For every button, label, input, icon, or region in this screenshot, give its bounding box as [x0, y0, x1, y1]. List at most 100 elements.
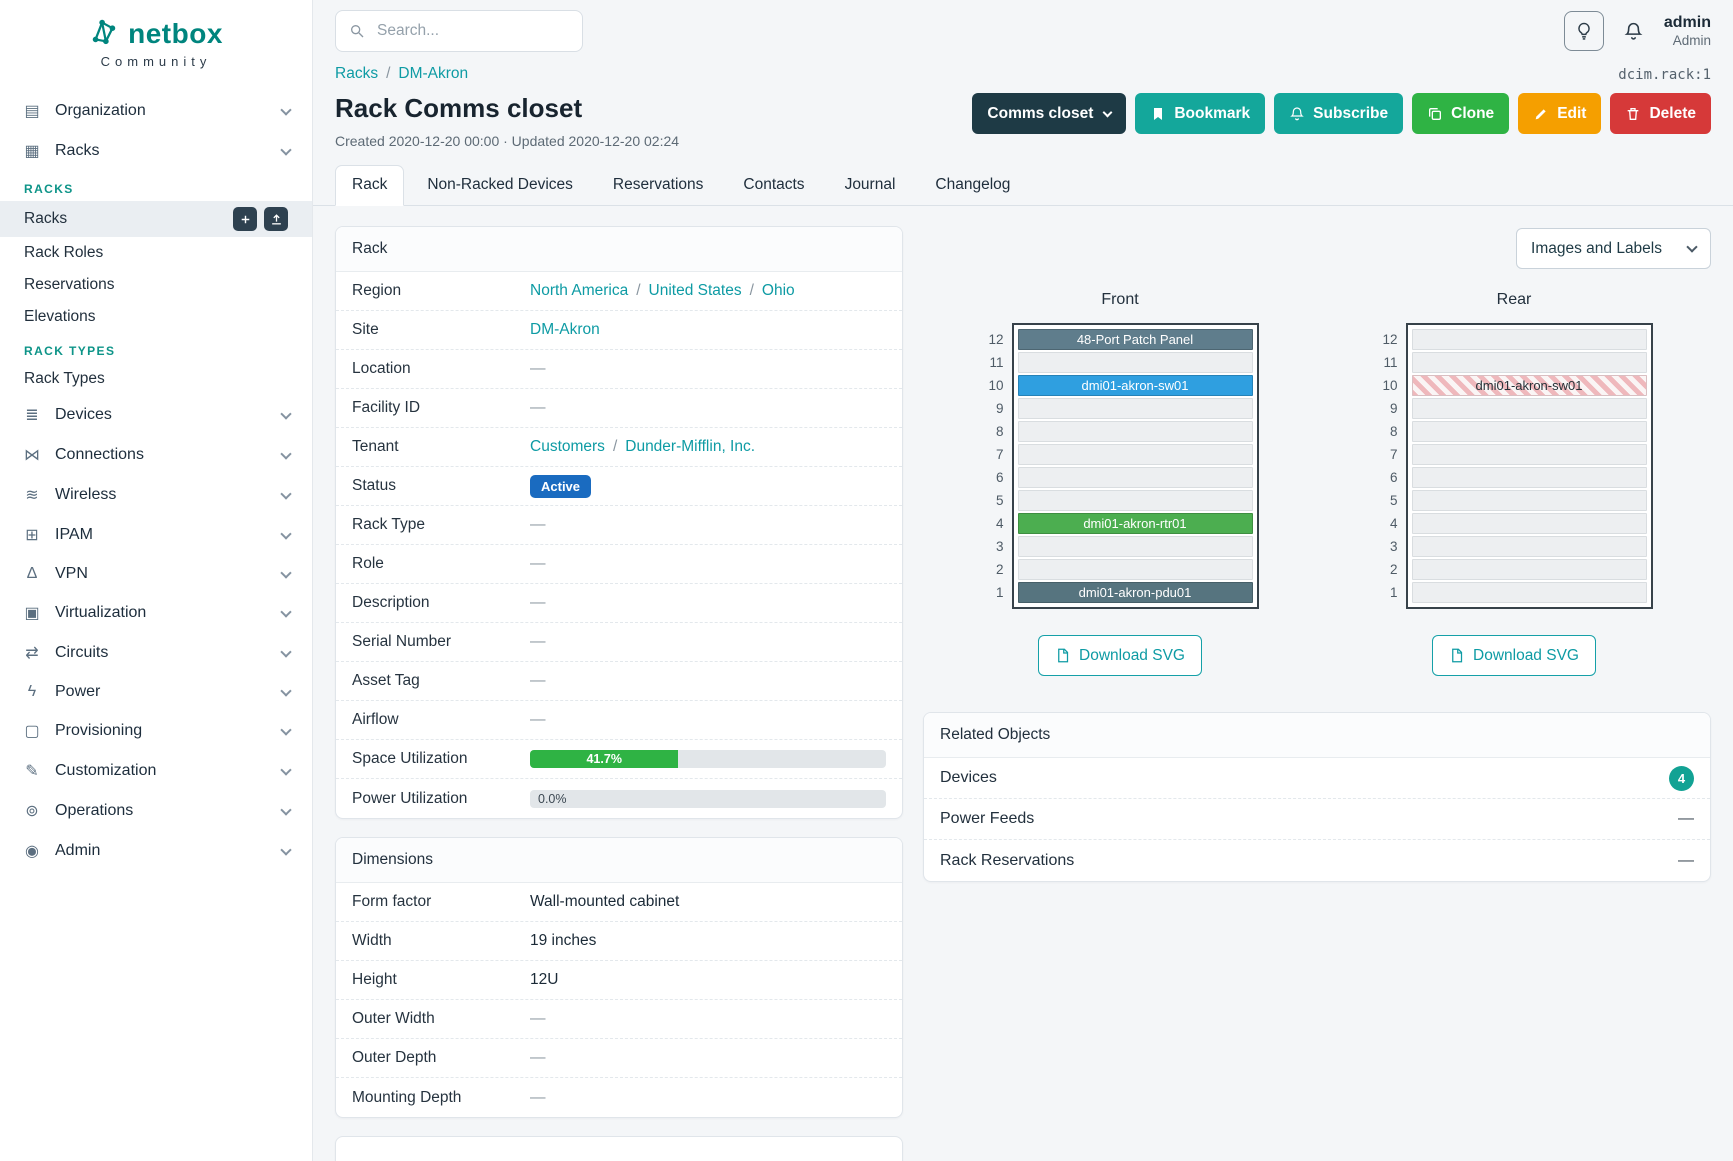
sidebar-item-label: VPN [55, 565, 88, 582]
tab-journal[interactable]: Journal [844, 176, 896, 193]
unit-number: 9 [995, 401, 1004, 416]
value-link-customers[interactable]: Customers [530, 438, 605, 455]
delete-button[interactable]: Delete [1610, 93, 1711, 134]
sidebar-item-organization[interactable]: ▤ Organization [12, 91, 300, 131]
related-object-label: Devices [940, 769, 997, 786]
comms-closet-button[interactable]: Comms closet [972, 93, 1127, 134]
breadcrumb-link-racks[interactable]: Racks [335, 65, 379, 82]
breadcrumb: Racks / DM-Akron [335, 65, 468, 83]
empty-unit [1017, 559, 1253, 580]
main: admin Admin Racks / DM-Akron dcim.rack:1 R… [313, 0, 1733, 1161]
value-link-dunder-mifflin-inc[interactable]: Dunder-Mifflin, Inc. [625, 438, 756, 455]
detail-row: Rack Type — [336, 506, 902, 545]
sidebar-subitem-rack-types[interactable]: Rack Types [12, 363, 300, 395]
sidebar-item-connections[interactable]: ⋈ Connections [12, 435, 300, 475]
device-dmi01-akron-rtr01[interactable]: dmi01-akron-rtr01 [1017, 513, 1253, 534]
admin-icon: ◉ [25, 843, 39, 860]
sidebar-subitem-rack-roles[interactable]: Rack Roles [12, 237, 300, 269]
breadcrumb-row: Racks / DM-Akron dcim.rack:1 [313, 52, 1733, 83]
detail-row: Region North America / United States / Ohio [336, 272, 902, 311]
tab-changelog[interactable]: Changelog [935, 176, 1011, 193]
page-title: Rack Comms closet [335, 93, 583, 123]
clone-button[interactable]: Clone [1412, 93, 1510, 134]
tab-contacts[interactable]: Contacts [743, 176, 805, 193]
sidebar-item-customization[interactable]: ✎ Customization [12, 751, 300, 791]
detail-row: Description — [336, 584, 902, 623]
sidebar-subitem-reservations[interactable]: Reservations [12, 269, 300, 301]
brand[interactable]: netbox Community [0, 0, 312, 77]
value-link-north-america[interactable]: North America [530, 282, 629, 299]
unit-number: 10 [988, 378, 1004, 393]
dimension-value: 19 inches [530, 932, 597, 949]
bell-icon [1289, 106, 1305, 122]
rear-download-svg-button[interactable]: Download SVG [1432, 635, 1596, 676]
brand-tagline: Community [100, 54, 212, 69]
tab-rack[interactable]: Rack [335, 165, 405, 206]
sidebar-item-vpn[interactable]: ∆ VPN [12, 555, 300, 593]
import-button[interactable] [264, 207, 288, 231]
page-header-text: Rack Comms closet Created 2020-12-20 00:… [335, 89, 679, 149]
sidebar-item-virtualization[interactable]: ▣ Virtualization [12, 593, 300, 633]
edit-button[interactable]: Edit [1518, 93, 1602, 134]
sidebar-item-racks[interactable]: ▦ Racks [12, 131, 300, 171]
add-button[interactable] [233, 207, 257, 231]
row-label: Role [352, 555, 384, 572]
detail-row: Airflow — [336, 701, 902, 740]
elevation-controls: Images and Labels [923, 226, 1711, 269]
search-icon [349, 23, 365, 39]
count-badge[interactable]: 4 [1669, 765, 1694, 791]
detail-row: Outer Width — [336, 1000, 902, 1039]
value-link-dm-akron[interactable]: DM-Akron [530, 321, 600, 338]
device-48-port-patch-panel[interactable]: 48-Port Patch Panel [1017, 329, 1253, 350]
sidebar-subitem-racks[interactable]: Racks [0, 201, 312, 237]
user-menu[interactable]: admin Admin [1664, 14, 1711, 49]
sidebar-item-label: Operations [55, 802, 134, 819]
sidebar-subitem-elevations[interactable]: Elevations [12, 301, 300, 333]
sidebar-subitem-label: Elevations [24, 308, 96, 325]
related-object-label: Power Feeds [940, 810, 1035, 827]
sidebar-item-admin[interactable]: ◉ Admin [12, 831, 300, 871]
empty-unit [1017, 490, 1253, 511]
topbar-right: admin Admin [1563, 11, 1711, 51]
tab-non-racked-devices[interactable]: Non-Racked Devices [427, 176, 573, 193]
empty-value: — [530, 360, 546, 377]
row-value: — [530, 399, 886, 417]
row-label: Tenant [352, 438, 399, 455]
sidebar-item-label: Provisioning [55, 722, 143, 739]
value-link-united-states[interactable]: United States [648, 282, 742, 299]
device-dmi01-akron-pdu01[interactable]: dmi01-akron-pdu01 [1017, 582, 1253, 603]
notifications-button[interactable] [1619, 16, 1649, 46]
value-link-ohio[interactable]: Ohio [761, 282, 795, 299]
device-dmi01-akron-sw01[interactable]: dmi01-akron-sw01 [1411, 375, 1647, 396]
theme-toggle-button[interactable] [1563, 11, 1604, 51]
sidebar-item-provisioning[interactable]: ▢ Provisioning [12, 711, 300, 751]
search-box[interactable] [335, 10, 583, 52]
empty-unit [1411, 444, 1647, 465]
empty-unit [1411, 329, 1647, 350]
rack-card-rows: Region North America / United States / Ohio Si… [336, 272, 902, 818]
front-rack: 12 11 10 9 8 7 6 5 4 3 2 1 48-Port Patch Panel dmi01… [982, 323, 1259, 609]
sidebar-item-operations[interactable]: ⊚ Operations [12, 791, 300, 831]
sidebar-item-wireless[interactable]: ≋ Wireless [12, 475, 300, 515]
chevron-down-icon [280, 803, 292, 816]
sidebar-subitem-label: Reservations [24, 276, 115, 293]
left-column: Rack Region North America / United States / O… [335, 226, 903, 1161]
unit-number: 12 [988, 332, 1004, 347]
tab-reservations[interactable]: Reservations [612, 176, 704, 193]
empty-value: — [530, 594, 546, 611]
device-dmi01-akron-sw01[interactable]: dmi01-akron-sw01 [1017, 375, 1253, 396]
row-label: Width [352, 932, 392, 949]
front-download-svg-button[interactable]: Download SVG [1038, 635, 1202, 676]
bookmark-button[interactable]: Bookmark [1135, 93, 1266, 134]
search-input[interactable] [375, 21, 569, 41]
sidebar-item-power[interactable]: ϟ Power [12, 673, 300, 711]
images-and-labels-select[interactable]: Images and Labels [1516, 228, 1711, 269]
row-label: Height [352, 971, 397, 988]
sidebar-item-devices[interactable]: ≣ Devices [12, 395, 300, 435]
images-and-labels-label: Images and Labels [1531, 239, 1662, 257]
related-object-row: Devices 4 [924, 758, 1710, 799]
sidebar-item-ipam[interactable]: ⊞ IPAM [12, 515, 300, 555]
subscribe-button[interactable]: Subscribe [1274, 93, 1404, 134]
sidebar-item-circuits[interactable]: ⇄ Circuits [12, 633, 300, 673]
breadcrumb-link-dm-akron[interactable]: DM-Akron [398, 65, 469, 82]
